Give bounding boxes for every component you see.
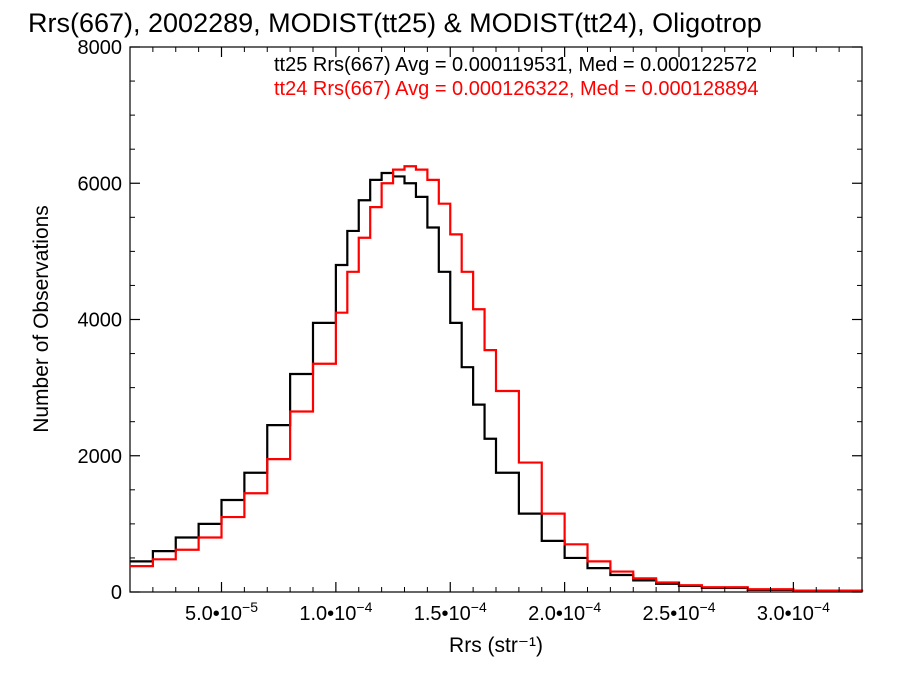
x-tick-mantissa: 2.0•10 xyxy=(528,603,585,625)
series-line xyxy=(130,171,864,593)
y-tick-label: 0 xyxy=(111,582,122,604)
x-tick-exponent: −4 xyxy=(356,599,372,615)
x-tick-exponent: −5 xyxy=(242,599,258,615)
x-axis: 5.0•10−5 1.0•10−4 1.5•10−4 2.0•10−4 2.5•10−4… xyxy=(129,47,863,625)
y-tick-label: 6000 xyxy=(78,173,123,195)
x-tick-exponent: −4 xyxy=(700,599,716,615)
x-tick-label: 1.0•10−4 xyxy=(299,599,372,625)
x-tick-exponent: −4 xyxy=(814,599,830,615)
x-tick-mantissa: 1.0•10 xyxy=(299,603,356,625)
x-tick-mantissa: 3.0•10 xyxy=(757,603,814,625)
y-tick-label: 2000 xyxy=(78,446,123,468)
annotation-tt24: tt24 Rrs(667) Avg = 0.000126322, Med = 0… xyxy=(274,78,758,100)
chart-title: Rrs(667), 2002289, MODIST(tt25) & MODIST… xyxy=(28,8,762,38)
x-tick-mantissa: 2.5•10 xyxy=(642,603,699,625)
x-tick-mantissa: 5.0•10 xyxy=(185,603,242,625)
x-tick-label: 5.0•10−5 xyxy=(185,599,258,625)
x-axis-label: Rrs (str⁻¹) xyxy=(449,634,543,657)
y-tick-label: 4000 xyxy=(78,310,123,332)
series-1 xyxy=(130,165,864,592)
x-tick-label: 1.5•10−4 xyxy=(414,599,487,625)
plot-frame xyxy=(129,46,863,593)
x-tick-mantissa: 1.5•10 xyxy=(414,603,471,625)
x-tick-exponent: −4 xyxy=(471,599,487,615)
x-tick-label: 2.5•10−4 xyxy=(642,599,715,625)
annotation-tt25: tt25 Rrs(667) Avg = 0.000119531, Med = 0… xyxy=(274,54,757,76)
series-line xyxy=(130,165,864,592)
series-layer xyxy=(130,165,864,593)
x-tick-label: 3.0•10−4 xyxy=(757,599,830,625)
y-tick-label: 8000 xyxy=(78,37,123,59)
x-tick-exponent: −4 xyxy=(585,599,601,615)
x-tick-label: 2.0•10−4 xyxy=(528,599,601,625)
y-axis-label: Number of Observations xyxy=(30,205,53,433)
y-axis: 0 2000 4000 6000 8000 xyxy=(78,37,862,604)
